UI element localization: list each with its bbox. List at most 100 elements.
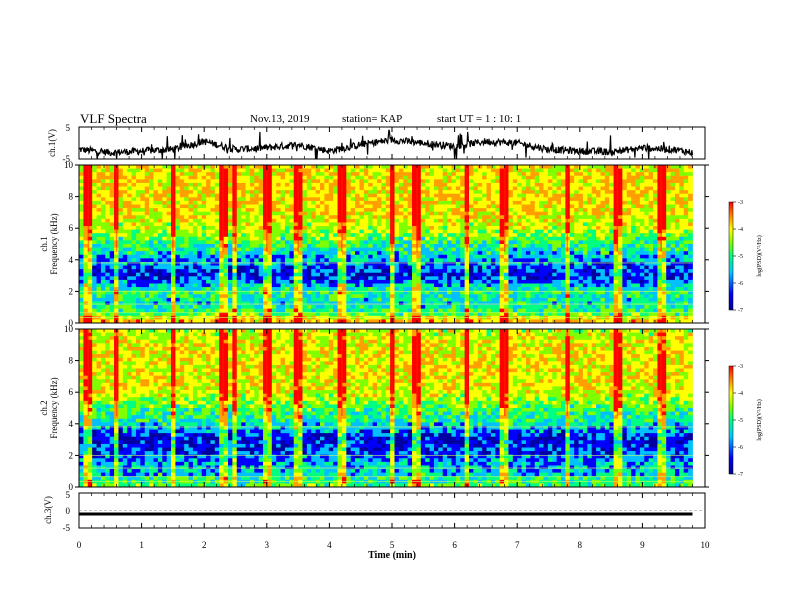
- spectrogram-cell: [140, 175, 146, 180]
- spectrogram-cell: [236, 269, 242, 274]
- spectrogram-cell: [92, 229, 97, 234]
- spectrogram-cell: [249, 190, 255, 195]
- spectrogram-cell: [486, 222, 492, 227]
- spectrogram-cell: [429, 287, 435, 292]
- spectrogram-cell: [249, 211, 255, 216]
- spectrogram-cell: [368, 175, 373, 180]
- spectrogram-cell: [214, 236, 220, 241]
- spectrogram-cell: [241, 222, 246, 227]
- spectrogram-cell: [385, 247, 391, 252]
- spectrogram-cell: [433, 279, 439, 284]
- spectrogram-cell: [451, 290, 457, 295]
- spectrogram-cell: [460, 244, 466, 248]
- spectrogram-cell: [600, 279, 606, 284]
- spectrogram-cell: [517, 186, 522, 191]
- spectrogram-cell: [569, 200, 575, 205]
- spectrogram-cell: [302, 168, 308, 173]
- spectrogram-cell: [306, 279, 312, 284]
- spectrogram-cell: [473, 283, 479, 288]
- spectrogram-cell: [227, 236, 233, 241]
- spectrogram-cell: [206, 182, 211, 187]
- spectrogram-cell: [192, 244, 198, 248]
- spectrogram-cell: [525, 165, 531, 169]
- spectrogram-cell: [561, 211, 566, 216]
- spectrogram-cell: [653, 265, 658, 270]
- spectrogram-cell: [420, 258, 426, 263]
- spectrogram-cell: [96, 236, 102, 241]
- spectrogram-cell: [574, 265, 579, 270]
- spectrogram-cell: [166, 287, 172, 292]
- spectrogram-cell: [543, 244, 549, 248]
- spectrogram-cell: [162, 229, 168, 234]
- spectrogram-cell: [271, 197, 277, 202]
- spectrogram-cell: [683, 247, 689, 252]
- spectrogram-cell: [425, 204, 430, 209]
- spectrogram-cell: [683, 208, 689, 213]
- spectrogram-cell: [670, 179, 676, 184]
- spectrogram-cell: [679, 208, 685, 213]
- spectrogram-cell: [653, 186, 658, 191]
- spectrogram-cell: [188, 240, 194, 245]
- spectrogram-cell: [289, 175, 295, 180]
- spectrogram-cell: [149, 279, 154, 284]
- spectrogram-cell: [578, 168, 584, 173]
- spectrogram-cell: [512, 283, 518, 288]
- spectrogram-cell: [552, 279, 558, 284]
- spectrogram-cell: [477, 175, 483, 180]
- spectrogram-cell: [315, 254, 321, 259]
- spectrogram-cell: [486, 179, 492, 184]
- spectrogram-cell: [587, 215, 593, 220]
- spectrogram-cell: [679, 229, 685, 234]
- spectrogram-cell: [670, 211, 676, 216]
- spectrogram-cell: [341, 168, 347, 173]
- spectrogram-cell: [188, 200, 194, 205]
- spectrogram-cell: [412, 211, 417, 216]
- spectrogram-cell: [363, 279, 369, 284]
- spectrogram-cell: [302, 244, 308, 248]
- spectrogram-cell: [109, 204, 115, 209]
- spectrogram-cell: [127, 200, 132, 205]
- spectrogram-cell: [363, 236, 369, 241]
- spectrogram-cell: [416, 190, 422, 195]
- spectrogram-cell: [666, 251, 671, 256]
- spectrogram-cell: [100, 265, 106, 270]
- spectrogram-cell: [631, 222, 636, 227]
- spectrogram-cell: [403, 251, 409, 256]
- spectrogram-cell: [267, 276, 273, 281]
- spectrogram-cell: [376, 251, 382, 256]
- spectrogram-cell: [355, 240, 360, 245]
- spectrogram-cell: [622, 283, 628, 288]
- spectrogram-cell: [263, 211, 268, 216]
- spectrogram-cell: [96, 197, 102, 202]
- spectrogram-cell: [263, 193, 268, 198]
- spectrogram-cell: [79, 226, 84, 231]
- spectrogram-cell: [534, 211, 540, 216]
- spectrogram-cell: [197, 229, 203, 234]
- spectrogram-cell: [574, 236, 579, 241]
- spectrogram-cell: [92, 168, 97, 173]
- spectrogram-cell: [447, 254, 452, 259]
- spectrogram-cell: [271, 215, 277, 220]
- spectrogram-cell: [679, 258, 685, 263]
- spectrogram-cell: [451, 226, 457, 231]
- spectrogram-cell: [157, 175, 163, 180]
- spectrogram-cell: [613, 251, 619, 256]
- spectrogram-cell: [425, 197, 430, 202]
- spectrogram-cell: [184, 247, 189, 252]
- spectrogram-cell: [184, 175, 189, 180]
- spectrogram-cell: [311, 182, 317, 187]
- spectrogram-cell: [227, 204, 233, 209]
- spectrogram-cell: [525, 179, 531, 184]
- spectrogram-cell: [87, 269, 93, 274]
- spectrogram-cell: [359, 186, 365, 191]
- spectrogram-cell: [114, 254, 119, 259]
- spectrogram-cell: [587, 172, 593, 177]
- spectrogram-cell: [337, 226, 343, 231]
- spectrogram-cell: [477, 179, 483, 184]
- spectrogram-cell: [534, 279, 540, 284]
- spectrogram-cell: [166, 175, 172, 180]
- spectrogram-cell: [368, 272, 373, 277]
- spectrogram-cell: [258, 276, 264, 281]
- spectrogram-cell: [688, 229, 693, 234]
- spectrogram-cell: [517, 287, 522, 292]
